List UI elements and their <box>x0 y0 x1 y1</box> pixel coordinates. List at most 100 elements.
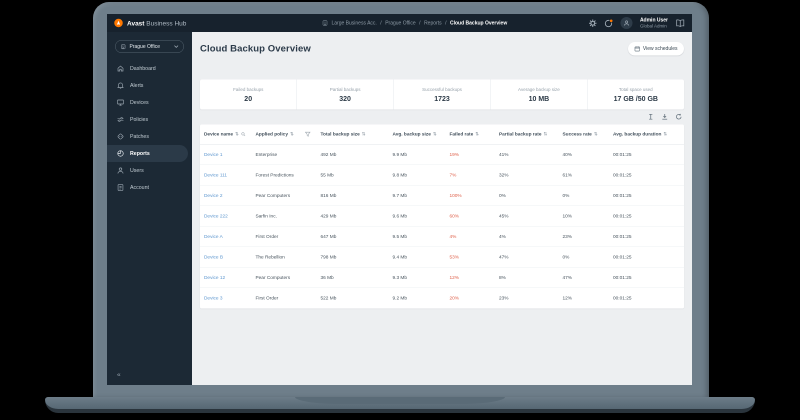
breadcrumb-item[interactable]: Prague Office <box>385 20 416 26</box>
sort-icon[interactable]: ⇅ <box>361 131 366 137</box>
sidebar-item-account[interactable]: Account <box>107 179 192 196</box>
notifications-icon[interactable] <box>604 18 613 28</box>
partial-backup-rate-cell: 8% <box>499 274 506 281</box>
col-header-avg-backup-size[interactable]: Avg. backup size ⇅ <box>389 132 446 138</box>
user-menu[interactable]: Admin User Global Admin <box>640 17 668 28</box>
sort-icon[interactable]: ⇅ <box>543 131 548 137</box>
brand-title: Avast Business Hub <box>127 19 186 27</box>
sidebar-collapse-icon[interactable]: « <box>117 370 121 379</box>
top-bar-actions: Admin User Global Admin <box>588 17 685 29</box>
alerts-icon <box>117 82 124 89</box>
total-backup-size-cell: 492 Mb <box>320 151 337 158</box>
sidebar-item-devices[interactable]: Devices <box>107 94 192 111</box>
success-rate-cell: 0% <box>562 254 570 260</box>
sidebar-item-dashboard[interactable]: Dashboard <box>107 60 192 77</box>
sidebar-item-policies[interactable]: Policies <box>107 111 192 128</box>
brand-name: Avast <box>127 19 145 27</box>
policies-icon <box>117 116 124 123</box>
device-link[interactable]: Device 12 <box>204 274 226 281</box>
total-backup-size-cell: 798 Mb <box>320 254 337 260</box>
col-header-failed-rate[interactable]: Failed rate ⇅ <box>446 132 496 138</box>
stat-label: Average backup size <box>518 86 560 92</box>
chevron-down-icon <box>174 45 179 48</box>
device-link[interactable]: Device 1 <box>204 151 223 158</box>
col-label: Device name <box>204 131 234 138</box>
view-schedules-button[interactable]: View schedules <box>627 42 684 56</box>
success-rate-cell: 10% <box>562 213 573 219</box>
filter-icon[interactable] <box>305 131 311 138</box>
page-title: Cloud Backup Overview <box>200 43 311 54</box>
col-label: Partial backup rate <box>499 131 542 138</box>
breadcrumb-item[interactable]: Large Business Acc. <box>331 20 377 26</box>
breadcrumb-separator: / <box>380 20 382 26</box>
col-header-device-name[interactable]: Device name ⇅ <box>200 131 252 138</box>
sidebar-item-reports[interactable]: Reports <box>107 145 188 162</box>
device-link[interactable]: Device 2 <box>204 192 223 199</box>
col-header-success-rate[interactable]: Success rate ⇅ <box>559 132 610 138</box>
table-row: Device 1 Enterprise 492 Mb 9.9 Mb 19% 41% 40% 0… <box>200 145 684 165</box>
avg-backup-size-cell: 9.6 Mb <box>392 213 408 219</box>
download-icon[interactable] <box>662 113 669 120</box>
device-link[interactable]: Device 222 <box>204 213 228 219</box>
device-link[interactable]: Device 3 <box>204 295 223 302</box>
partial-backup-rate-cell: 23% <box>499 295 509 302</box>
table-row: Device 2 Pear Computers 816 Mb 9.7 Mb 100% 0%… <box>200 186 684 206</box>
total-backup-size-cell: 816 Mb <box>320 192 337 199</box>
view-schedules-label: View schedules <box>642 46 678 52</box>
col-label: Avg. backup duration <box>613 131 662 138</box>
breadcrumb-current: Cloud Backup Overview <box>449 20 508 26</box>
sort-icon[interactable]: ⇅ <box>235 131 239 137</box>
organization-icon <box>322 20 328 26</box>
col-label: Success rate <box>562 131 592 138</box>
stat-partial-backups: Partial backups 320 <box>296 79 393 110</box>
sidebar-item-alerts[interactable]: Alerts <box>107 77 192 94</box>
sidebar-item-label: Dashboard <box>130 65 156 72</box>
device-link[interactable]: Device 111 <box>204 172 228 178</box>
success-rate-cell: 23% <box>562 233 573 240</box>
failed-rate-cell: 20% <box>449 295 460 302</box>
sidebar-item-users[interactable]: Users <box>107 162 192 179</box>
table-row: Device B The Rebellion 798 Mb 9.4 Mb 53% 47% 0… <box>200 247 684 268</box>
table-row: Device A First Order 647 Mb 9.5 Mb 4% 4% 23% 00… <box>200 227 684 247</box>
col-label: Failed rate <box>449 131 474 138</box>
gear-icon[interactable] <box>588 19 597 28</box>
partial-backup-rate-cell: 41% <box>499 151 509 158</box>
user-role: Global Admin <box>639 23 667 29</box>
users-icon <box>117 167 124 174</box>
avg-backup-duration-cell: 00:01:25 <box>613 295 632 302</box>
refresh-icon[interactable] <box>676 113 683 120</box>
table-body: Device 1 Enterprise 492 Mb 9.9 Mb 19% 41% 40% 0… <box>200 145 684 309</box>
device-link[interactable]: Device B <box>204 254 224 260</box>
device-link[interactable]: Device A <box>204 233 223 240</box>
book-icon[interactable] <box>676 19 686 28</box>
failed-rate-cell: 60% <box>449 213 460 219</box>
org-selector[interactable]: Prague Office <box>115 40 184 53</box>
sidebar-item-patches[interactable]: Patches <box>107 128 192 145</box>
table-row: Device 3 First Order 522 Mb 9.2 Mb 20% 23% 12%… <box>200 288 684 309</box>
stat-successful-backups: Successful backups 1723 <box>393 79 490 110</box>
stat-total-space-used: Total space used 17 GB /50 GB <box>587 79 684 110</box>
sort-icon[interactable]: ⇅ <box>289 131 294 137</box>
total-backup-size-cell: 647 Mb <box>320 233 337 240</box>
account-icon <box>117 184 124 191</box>
total-backup-size-cell: 55 Mb <box>320 172 334 178</box>
sort-icon[interactable]: ⇅ <box>663 131 668 137</box>
failed-rate-cell: 53% <box>449 254 460 260</box>
success-rate-cell: 12% <box>562 295 573 302</box>
sort-icon[interactable]: ⇅ <box>475 131 480 137</box>
avatar[interactable] <box>620 17 633 29</box>
search-icon[interactable] <box>241 132 246 138</box>
col-header-partial-backup-rate[interactable]: Partial backup rate ⇅ <box>495 132 559 138</box>
sort-icon[interactable]: ⇅ <box>593 131 598 137</box>
laptop-base <box>45 397 755 413</box>
breadcrumb-item[interactable]: Reports <box>424 20 442 26</box>
col-header-avg-backup-duration[interactable]: Avg. backup duration ⇅ <box>609 132 684 138</box>
sidebar-item-label: Account <box>130 184 149 191</box>
col-header-total-backup-size[interactable]: Total backup size ⇅ <box>317 132 389 138</box>
col-header-applied-policy[interactable]: Applied policy ⇅ <box>252 131 317 138</box>
failed-rate-cell: 4% <box>449 233 457 240</box>
sort-icon[interactable]: ⇅ <box>432 131 437 137</box>
top-bar: Avast Business Hub Large Business Acc. /… <box>107 14 692 32</box>
column-width-icon[interactable] <box>648 113 655 120</box>
